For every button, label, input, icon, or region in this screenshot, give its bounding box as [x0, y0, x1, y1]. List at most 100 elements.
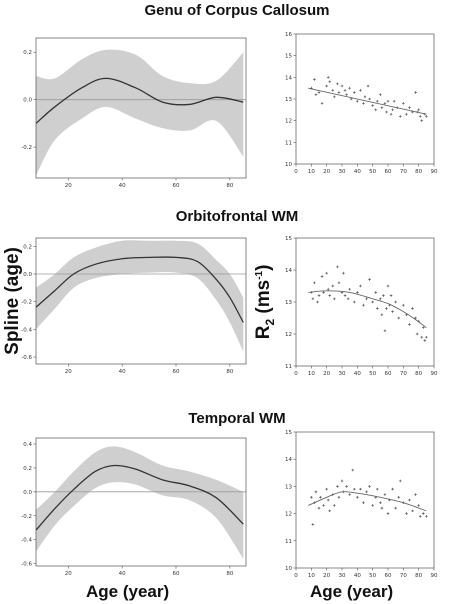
x-tick-label: 40	[354, 169, 361, 175]
y-tick-label: 16	[285, 32, 292, 38]
scatter-point	[328, 80, 332, 83]
scatter-point	[345, 93, 348, 96]
scatter-point	[365, 297, 368, 301]
scatter-point	[392, 99, 396, 103]
x-tick-label: 40	[119, 183, 126, 189]
x-tick-label: 0	[294, 573, 298, 579]
scatter-point	[425, 115, 428, 118]
y-tick-label: 0.0	[23, 98, 32, 104]
y-tick-label: 11	[285, 539, 292, 545]
fit-line	[308, 87, 427, 115]
x-tick-label: 80	[226, 369, 233, 375]
y-tick-label: 12	[285, 512, 292, 518]
plot-frame	[295, 431, 435, 569]
confidence-band	[36, 49, 244, 176]
scatter-point	[336, 265, 339, 269]
scatter-point	[421, 326, 425, 329]
scatter-point	[420, 119, 424, 122]
fit-line	[308, 491, 427, 512]
scatter-point	[348, 86, 351, 90]
x-tick-label: 60	[385, 169, 392, 175]
scatter-point	[402, 102, 405, 105]
scatter-point	[352, 91, 356, 94]
scatter-point	[379, 501, 382, 505]
scatter-point	[415, 332, 419, 336]
scatter-point	[337, 281, 341, 285]
y-tick-label: -0.4	[21, 538, 32, 544]
scatter-point	[366, 84, 370, 88]
x-tick-label: 50	[369, 169, 376, 175]
scatter-point	[337, 495, 341, 499]
scatter-point	[394, 300, 397, 304]
scatter-point	[331, 284, 335, 288]
x-tick-label: 60	[385, 573, 392, 579]
scatter-point	[389, 112, 393, 116]
scatter-point	[362, 303, 365, 307]
scatter-point	[346, 297, 350, 301]
x-tick-label: 90	[431, 169, 438, 175]
x-tick-label: 10	[308, 573, 315, 579]
scatter-point	[333, 297, 336, 301]
scatter-point	[311, 523, 315, 526]
y-tick-label: 0.4	[23, 442, 32, 448]
scatter-point	[325, 271, 328, 275]
y-tick-label: -0.4	[21, 327, 32, 333]
scatter-point	[420, 335, 424, 339]
scatter-point	[362, 102, 365, 105]
y-tick-label: 0.0	[23, 272, 32, 278]
x-tick-label: 20	[65, 571, 72, 577]
x-tick-label: 60	[173, 369, 180, 375]
scatter-point	[425, 515, 428, 518]
scatter-point	[317, 91, 321, 94]
x-tick-label: 50	[369, 573, 376, 579]
scatter-point	[374, 291, 378, 294]
scatter-point	[313, 78, 316, 81]
scatter-point	[352, 300, 356, 304]
confidence-band	[36, 446, 244, 559]
scatter-point	[343, 89, 347, 92]
scatter-point	[326, 498, 330, 502]
x-tick-label: 70	[400, 169, 407, 175]
scatter-point	[326, 287, 330, 291]
scatter-point	[314, 93, 318, 96]
y-tick-label: -0.6	[21, 355, 32, 361]
x-tick-label: 20	[323, 169, 330, 175]
scatter-point	[333, 504, 336, 507]
scatter-point	[380, 106, 384, 109]
x-tick-label: 80	[415, 371, 422, 377]
x-tick-label: 10	[308, 371, 315, 377]
chart-panel-0: 20 40 60 80 -0.2 0.0 0.2	[21, 37, 247, 189]
spline-curve	[35, 256, 244, 323]
scatter-point	[408, 323, 411, 326]
scatter-point	[371, 504, 374, 507]
scatter-point	[356, 291, 359, 294]
y-tick-label: 14	[285, 75, 292, 81]
scatter-point	[371, 300, 374, 304]
x-tick-label: 20	[65, 369, 72, 375]
scatter-point	[317, 294, 321, 297]
scatter-point	[322, 291, 325, 294]
scatter-point	[402, 303, 405, 307]
y-tick-label: 12	[285, 119, 292, 125]
y-tick-label: 13	[285, 484, 292, 490]
y-tick-label: -0.2	[21, 145, 32, 151]
chart-title-orbitofrontal: Orbitofrontal WM	[175, 208, 299, 225]
x-axis-label-right: Age (year)	[310, 582, 394, 601]
y-tick-label: -0.2	[21, 514, 32, 520]
plot-frame	[35, 37, 247, 179]
scatter-point	[320, 102, 324, 105]
scatter-point	[356, 495, 359, 499]
y-tick-label: 0.2	[23, 466, 32, 472]
y-tick-label: 10	[285, 162, 292, 168]
x-tick-label: 30	[339, 169, 346, 175]
scatter-point	[405, 112, 408, 116]
scatter-point	[414, 493, 417, 496]
x-tick-label: 20	[65, 183, 72, 189]
scatter-point	[349, 97, 353, 101]
spline-curve	[35, 464, 244, 531]
scatter-point	[333, 95, 336, 99]
scatter-point	[342, 271, 345, 275]
scatter-point	[383, 102, 387, 105]
scatter-point	[417, 108, 420, 112]
